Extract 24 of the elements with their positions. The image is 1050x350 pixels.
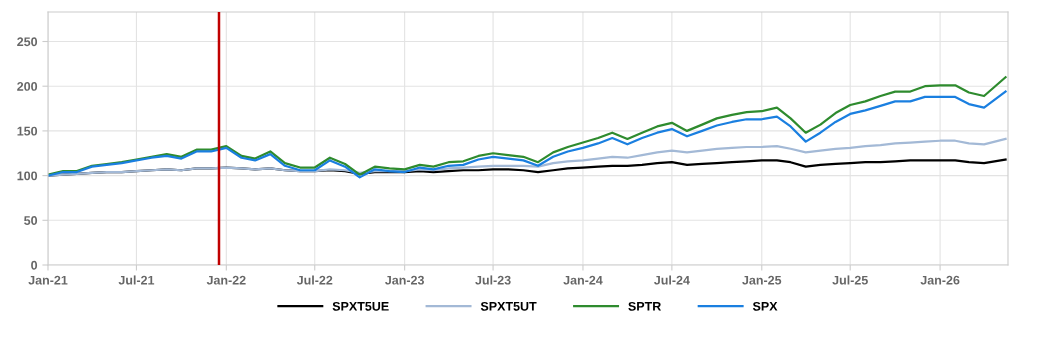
x-tick-label: Jan-21: [28, 275, 68, 285]
legend-label: SPTR: [628, 301, 662, 311]
legend-label: SPXT5UT: [480, 301, 537, 311]
line-series: [48, 137, 1007, 177]
y-tick-label: 250: [17, 37, 38, 47]
x-tick-label: Jan-25: [742, 275, 782, 285]
x-tick-label: Jul-22: [296, 275, 333, 285]
x-tick-label: Jan-22: [206, 275, 246, 285]
x-tick-label: Jul-25: [832, 275, 868, 285]
legend-label: SPX: [752, 301, 778, 311]
x-tick-label: Jul-24: [654, 275, 690, 285]
y-tick-label: 50: [24, 216, 38, 225]
y-tick-label: 150: [17, 126, 38, 136]
x-tick-label: Jan-24: [563, 275, 603, 285]
line-series: [48, 90, 1007, 179]
y-tick-label: 100: [17, 171, 38, 181]
y-tick-label: 0: [31, 260, 38, 270]
y-tick-label: 200: [17, 82, 38, 91]
x-tick-label: Jan-23: [385, 275, 424, 285]
x-tick-label: Jul-23: [475, 275, 511, 285]
legend-label: SPXT5UE: [332, 301, 389, 311]
x-tick-label: Jul-21: [118, 275, 155, 285]
line-series: [48, 76, 1007, 176]
x-tick-label: Jan-26: [920, 275, 960, 285]
